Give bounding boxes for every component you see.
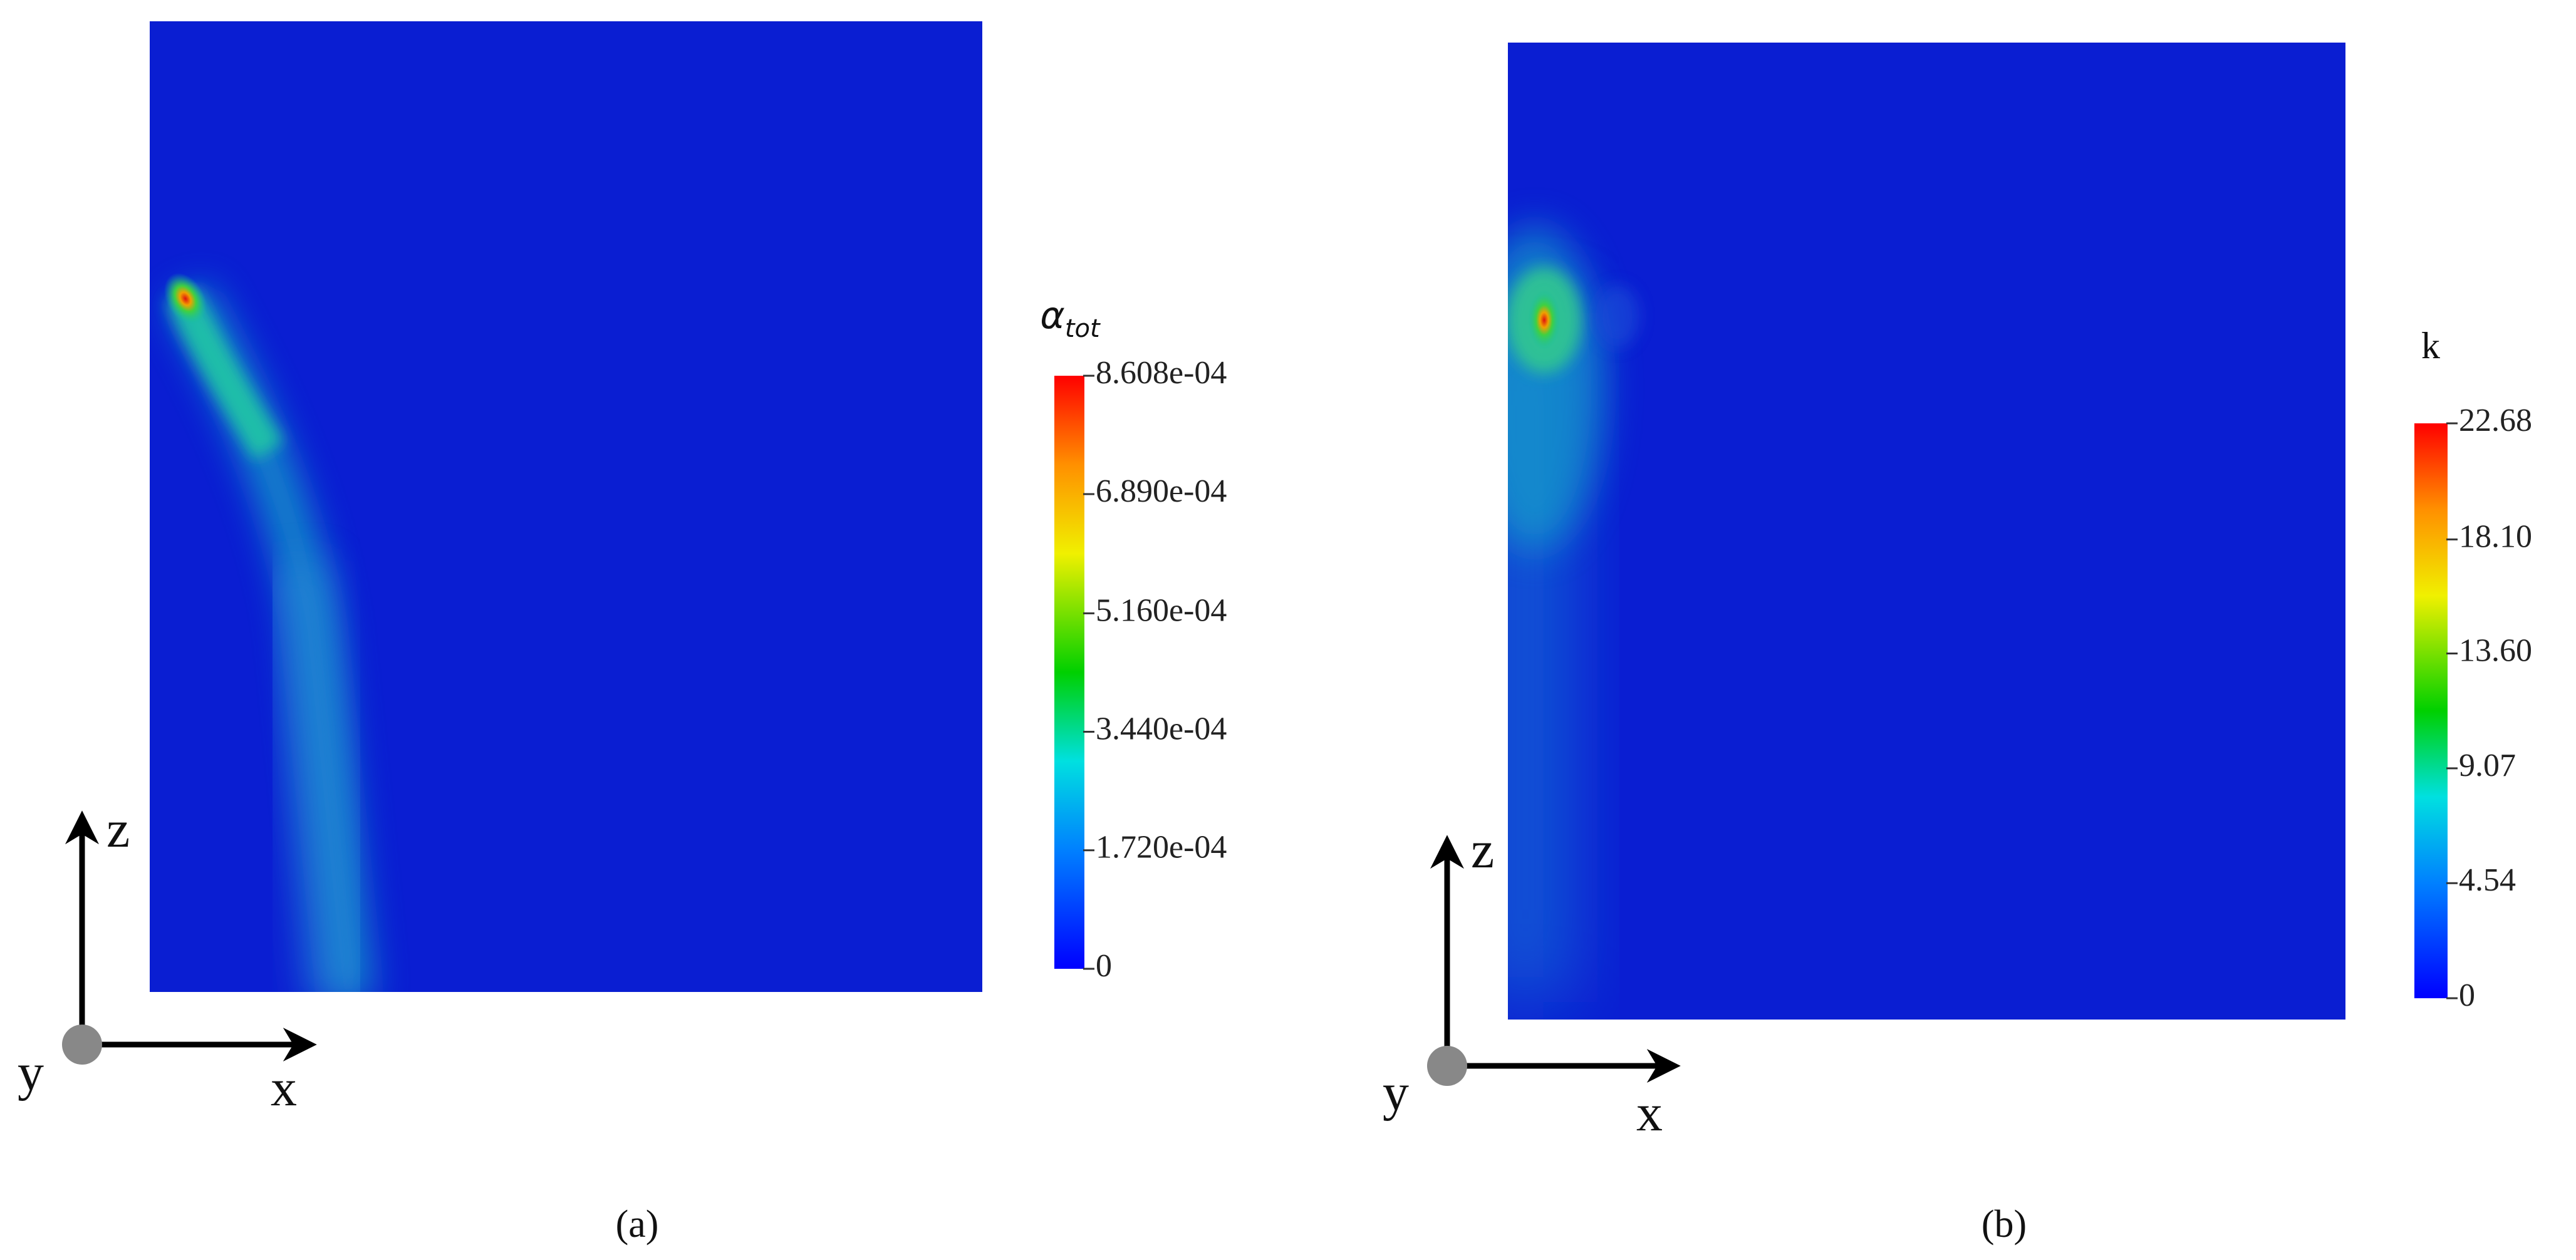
colorbar xyxy=(1054,376,1084,969)
panel-label: (b) xyxy=(1981,1203,2027,1246)
field-b xyxy=(1508,43,2345,1020)
colorbar-tick-label: 0 xyxy=(2459,978,2475,1013)
axis-triad-a: z y x xyxy=(18,800,317,1117)
axis-label: y xyxy=(1383,1063,1409,1122)
colorbar-tick-label: 8.608e-04 xyxy=(1096,355,1227,391)
colorbar-tick-label: 22.68 xyxy=(2459,403,2532,438)
colorbar-tick-label: 0 xyxy=(1096,948,1112,984)
colorbar-title: k xyxy=(2421,325,2440,366)
colorbar-tick-label: 13.60 xyxy=(2459,633,2532,668)
colorbar-tick-label: 9.07 xyxy=(2459,748,2516,783)
colorbar-tick-label: 4.54 xyxy=(2459,862,2516,898)
panel-label: (a) xyxy=(616,1203,659,1246)
axis-label: x xyxy=(271,1059,297,1117)
colorbar-tick-label: 18.10 xyxy=(2459,519,2532,554)
axis-triad-b: z y x xyxy=(1383,821,1681,1142)
colorbar-tick-label: 5.160e-04 xyxy=(1096,592,1227,628)
colorbar-tick-label: 6.890e-04 xyxy=(1096,473,1227,509)
colorbar-title-subscript: tot xyxy=(1065,314,1101,343)
axis-label: z xyxy=(1471,821,1494,879)
colorbar-tick-label: 3.440e-04 xyxy=(1096,711,1227,746)
axis-label: z xyxy=(106,800,130,859)
colorbar-tick-label: 1.720e-04 xyxy=(1096,830,1227,865)
colorbar xyxy=(2414,423,2448,998)
colorbar-title: αtot xyxy=(1040,294,1101,343)
colorbar-title-symbol: α xyxy=(1040,294,1065,338)
colorbar-title-symbol: k xyxy=(2421,325,2440,366)
axis-label: y xyxy=(18,1043,44,1102)
axis-label: x xyxy=(1636,1084,1663,1142)
field-a xyxy=(150,21,982,992)
